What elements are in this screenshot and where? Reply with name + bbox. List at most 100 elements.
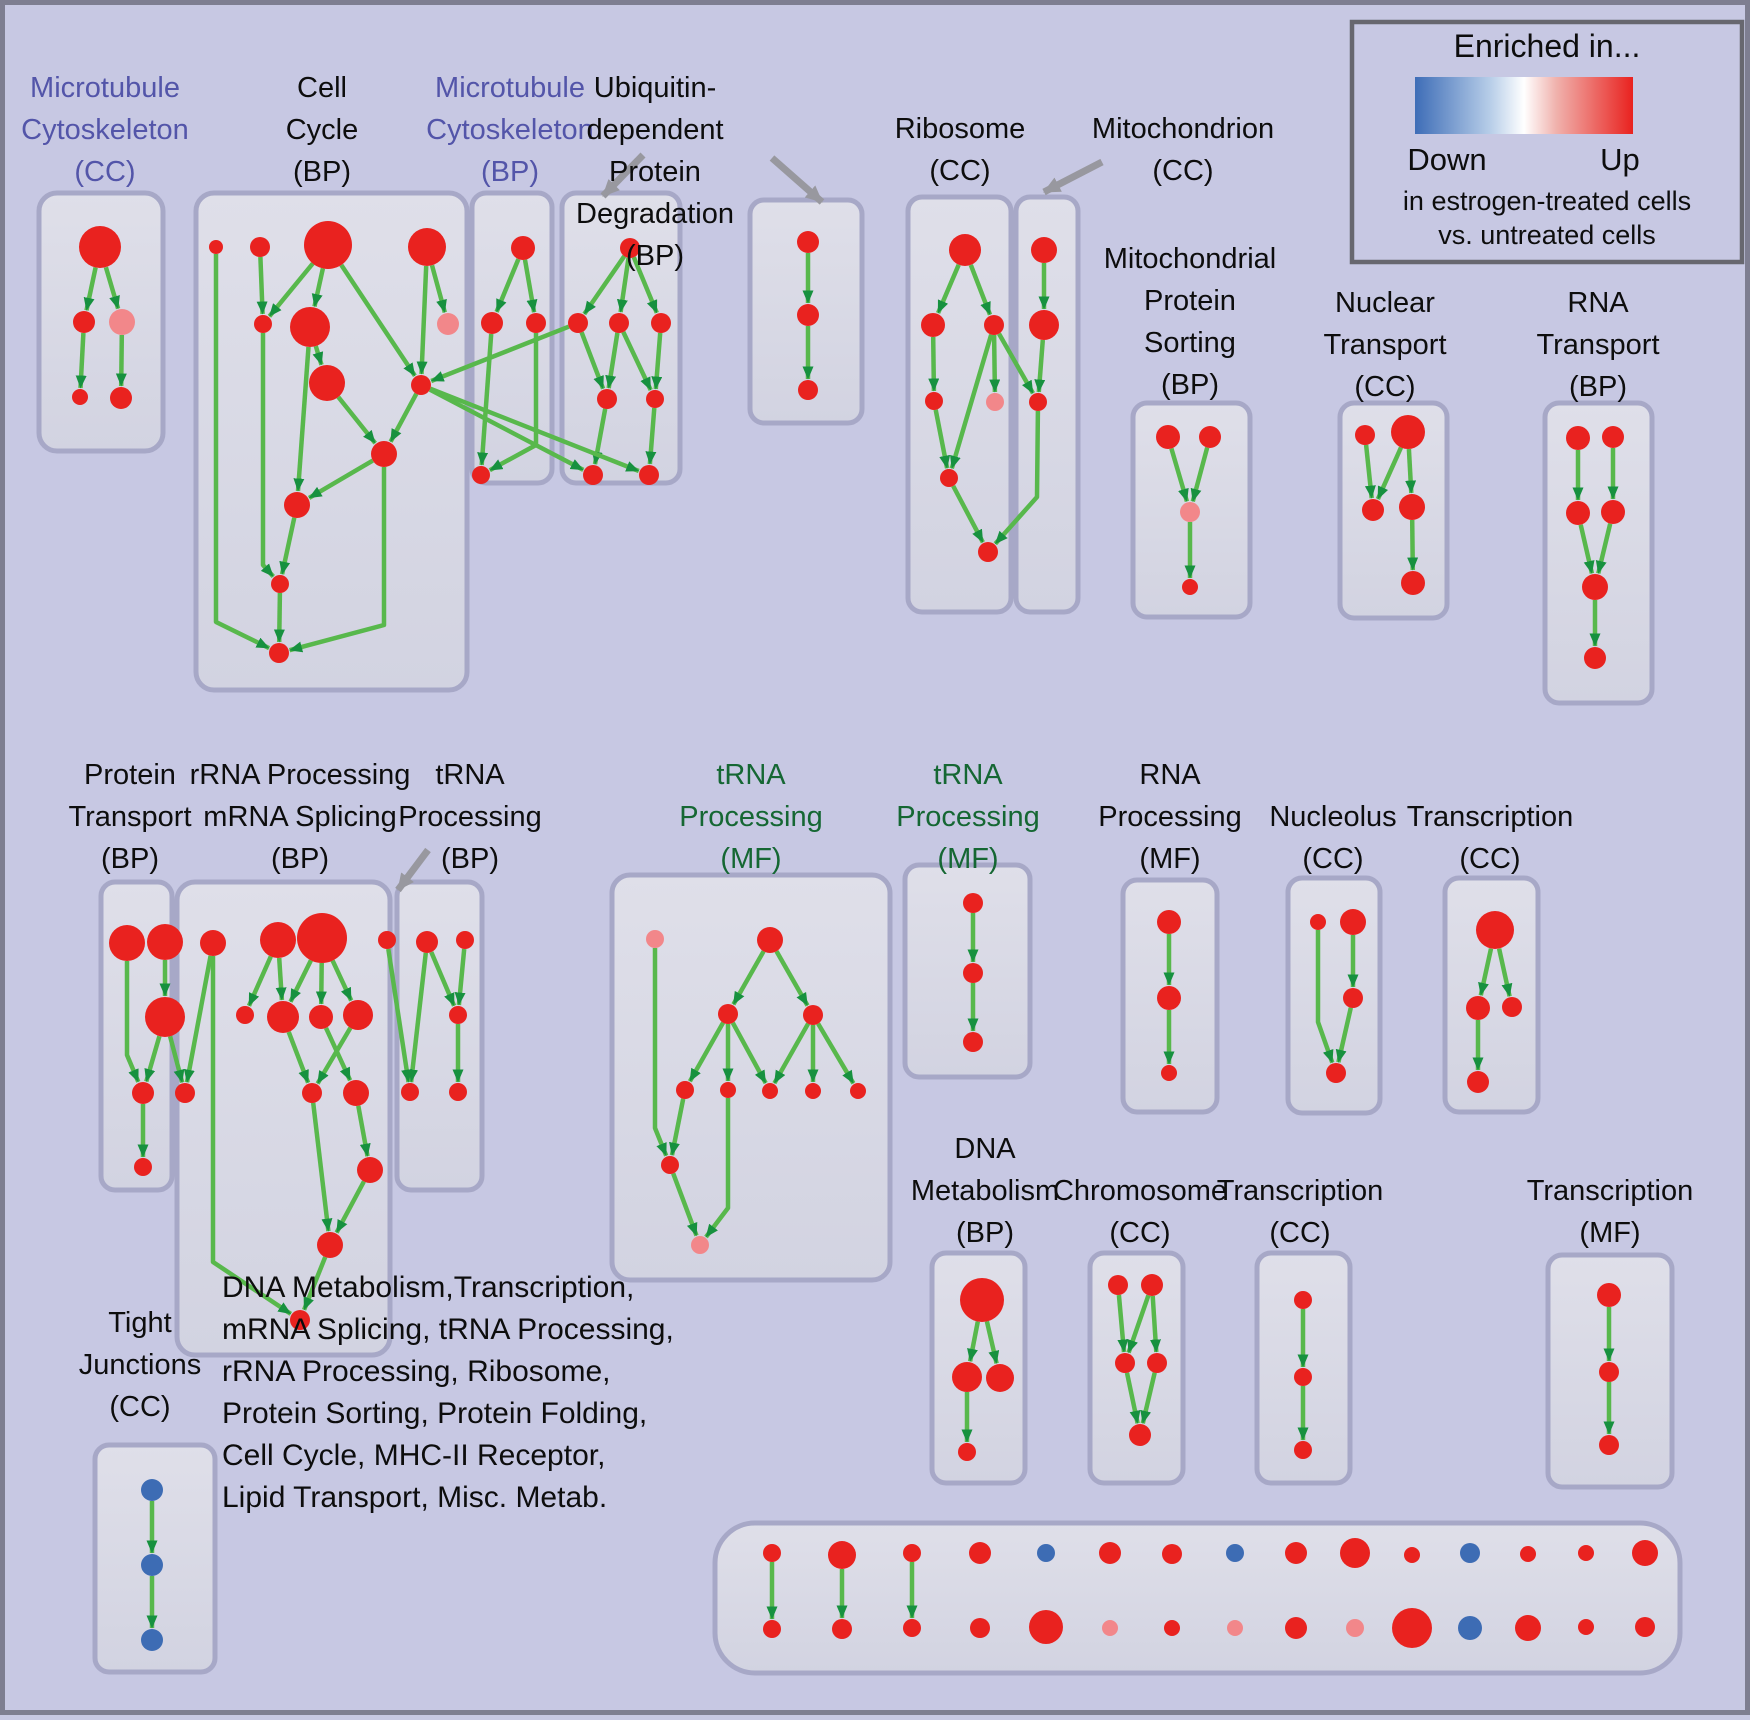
- go-term-node-up: [963, 893, 983, 913]
- edge-cell-cycle-bp: [267, 262, 315, 318]
- cluster-label-mitochondrion-cc: Mitochondrion (CC): [1092, 113, 1274, 187]
- go-term-node-up: [1520, 1546, 1536, 1562]
- edge-ribosome-cc: [968, 264, 993, 316]
- go-term-node-up: [903, 1544, 921, 1562]
- cross-edge: [428, 387, 585, 472]
- edge-rrna-processing-mrna-splicing-bp: [356, 1105, 371, 1157]
- edge-dna-metabolism-bp: [967, 1321, 981, 1362]
- go-term-node-up: [797, 304, 819, 326]
- edge-chromosome-cc: [1126, 1294, 1151, 1354]
- edge-rrna-processing-mrna-splicing-bp: [275, 957, 287, 1001]
- edge-cell-cycle-bp: [307, 458, 374, 500]
- go-term-node-up: [449, 1083, 467, 1101]
- cluster-label-cell-cycle-bp: Cell Cycle (BP): [286, 72, 359, 188]
- edge-rrna-processing-mrna-splicing-bp: [315, 962, 327, 1005]
- cluster-label-chromosome-cc: Chromosome (CC): [1053, 1175, 1227, 1249]
- go-term-node-up: [661, 1156, 679, 1174]
- go-term-node-up: [1340, 909, 1366, 935]
- go-term-node-up: [1340, 1538, 1370, 1568]
- go-term-node-up: [1392, 1608, 1432, 1648]
- go-term-node-up: [526, 313, 546, 333]
- go-term-node-up: [805, 1083, 821, 1099]
- edge-ribosome-cc: [933, 409, 951, 469]
- go-term-node-down: [1460, 1543, 1480, 1563]
- edge-transcription-cc-1: [1496, 948, 1513, 997]
- go-term-node-up: [357, 1157, 383, 1183]
- go-term-node-up: [620, 238, 640, 258]
- cluster-label-microtubule-cytoskeleton-bp: Microtubule Cytoskeleton (BP): [426, 72, 594, 188]
- edge-trna-processing-mf-big: [774, 950, 810, 1007]
- go-term-node-up: [903, 1619, 921, 1637]
- cross-edge: [429, 386, 640, 474]
- go-term-node-up: [371, 441, 397, 467]
- legend-colorbar: [1415, 77, 1633, 134]
- label-pointer-arrow: [600, 152, 646, 199]
- go-term-node-up: [79, 226, 121, 268]
- cross-edge: [430, 324, 570, 384]
- cluster-label-microtubule-cytoskeleton-cc: Microtubule Cytoskeleton (CC): [21, 72, 189, 188]
- cluster-box-transcription-cc-1: [1442, 875, 1541, 1115]
- go-term-node-up: [940, 469, 958, 487]
- go-term-node-down: [1458, 1616, 1482, 1640]
- go-term-node-up: [1157, 910, 1181, 934]
- go-term-node-up: [343, 1080, 369, 1106]
- edge-mitochondrial-protein-sorting-bp: [1190, 447, 1210, 502]
- go-term-node-up: [260, 922, 296, 958]
- go-term-node-up: [1582, 574, 1608, 600]
- edge-nuclear-transport-cc: [1407, 519, 1419, 571]
- edge-ribosome-cc: [936, 263, 961, 314]
- go-term-node-weak-up: [1227, 1620, 1243, 1636]
- edge-trna-processing-bp: [429, 951, 457, 1007]
- edge-rrna-processing-mrna-splicing-bp: [302, 1256, 328, 1311]
- go-term-node-up: [583, 465, 603, 485]
- go-term-node-up: [1156, 425, 1180, 449]
- edge-cell-cycle-bp: [311, 267, 326, 307]
- go-term-node-down: [1037, 1544, 1055, 1562]
- cluster-label-transcription-cc-2: Transcription (CC): [1217, 1175, 1384, 1249]
- cluster-label-trna-processing-bp: tRNA Processing (BP): [398, 759, 541, 875]
- edge-cell-cycle-bp: [293, 346, 311, 492]
- go-term-node-up: [175, 1083, 195, 1103]
- go-term-node-up: [1141, 1274, 1163, 1296]
- go-term-node-up: [297, 913, 347, 963]
- go-term-node-up: [1502, 997, 1522, 1017]
- go-term-node-weak-up: [437, 313, 459, 335]
- go-term-node-up: [200, 930, 226, 956]
- cluster-label-transcription-mf: Transcription (MF): [1527, 1175, 1694, 1249]
- go-term-node-up: [284, 492, 310, 518]
- go-term-node-up: [1635, 1617, 1655, 1637]
- cross-edge: [993, 410, 1041, 546]
- go-term-node-up: [1602, 426, 1624, 448]
- go-term-node-up: [952, 1362, 982, 1392]
- edge-microtubule-cytoskeleton-cc: [83, 267, 98, 311]
- go-term-node-up: [925, 392, 943, 410]
- go-term-node-up: [1099, 1542, 1121, 1564]
- cluster-box-mitochondrion-cc: [1013, 194, 1081, 615]
- go-term-node-up: [134, 1158, 152, 1176]
- edge-cell-cycle-bp: [213, 254, 271, 651]
- go-term-node-up: [1031, 237, 1057, 263]
- edge-ribosome-cc: [951, 484, 985, 544]
- edge-microtubule-cytoskeleton-cc: [75, 332, 87, 389]
- edge-trna-processing-mf-big: [704, 1098, 731, 1239]
- cluster-box-trna-processing-mf-big: [609, 872, 893, 1283]
- edges: [75, 253, 1619, 1629]
- go-term-node-up: [969, 1542, 991, 1564]
- edge-cell-cycle-bp: [289, 467, 387, 653]
- go-term-node-up: [72, 389, 88, 405]
- go-term-node-up: [1599, 1362, 1619, 1382]
- go-term-node-up: [343, 1000, 373, 1030]
- go-term-node-weak-up: [646, 930, 664, 948]
- edge-rrna-processing-mrna-splicing-bp: [210, 956, 293, 1316]
- go-term-node-up: [1466, 996, 1490, 1020]
- edge-cell-cycle-bp: [260, 333, 275, 579]
- go-term-node-up: [986, 1364, 1014, 1392]
- go-term-node-up: [290, 1310, 310, 1330]
- label-pointer-arrow: [769, 155, 825, 205]
- edge-rrna-processing-mrna-splicing-bp: [315, 1026, 353, 1085]
- go-term-node-down: [141, 1629, 163, 1651]
- edge-ubiquitin-degradation-bp-1: [616, 257, 631, 313]
- edge-rrna-processing-mrna-splicing-bp: [246, 955, 273, 1007]
- edge-protein-transport-bp: [144, 1035, 162, 1083]
